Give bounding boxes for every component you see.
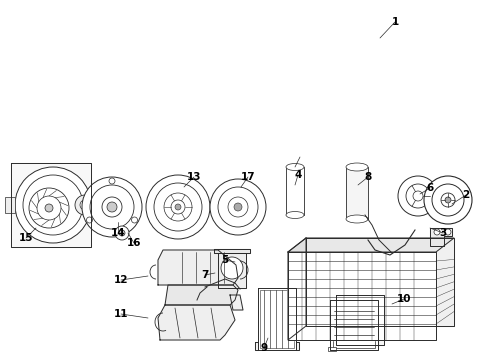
Circle shape: [210, 179, 266, 235]
Circle shape: [45, 204, 53, 212]
Circle shape: [445, 197, 451, 203]
Text: 10: 10: [397, 294, 411, 304]
Polygon shape: [214, 249, 250, 253]
Text: 14: 14: [111, 228, 125, 238]
Bar: [286, 167, 304, 215]
Text: 11: 11: [114, 309, 128, 319]
Text: 5: 5: [221, 255, 229, 265]
Circle shape: [102, 197, 122, 217]
Polygon shape: [288, 238, 454, 252]
Polygon shape: [336, 295, 384, 345]
Ellipse shape: [346, 215, 368, 223]
Circle shape: [406, 184, 430, 208]
Ellipse shape: [346, 163, 368, 171]
Circle shape: [146, 175, 210, 239]
Circle shape: [109, 178, 115, 184]
Circle shape: [221, 257, 243, 279]
Circle shape: [29, 188, 69, 228]
Ellipse shape: [286, 211, 304, 219]
Circle shape: [413, 191, 423, 201]
Polygon shape: [158, 305, 235, 340]
Bar: [5, 197, 15, 213]
Text: 7: 7: [201, 270, 209, 280]
Circle shape: [80, 200, 90, 210]
Bar: [260, 290, 294, 348]
Circle shape: [434, 229, 440, 235]
Polygon shape: [430, 228, 452, 246]
Circle shape: [398, 176, 438, 216]
Circle shape: [90, 185, 134, 229]
Polygon shape: [158, 250, 238, 285]
Circle shape: [171, 200, 185, 214]
Circle shape: [37, 196, 61, 220]
Bar: [346, 167, 368, 219]
Polygon shape: [230, 295, 243, 310]
Circle shape: [228, 197, 248, 217]
Polygon shape: [306, 238, 454, 326]
Text: 1: 1: [392, 17, 399, 27]
Bar: [333, 303, 375, 348]
Circle shape: [75, 195, 95, 215]
Circle shape: [424, 176, 472, 224]
Circle shape: [432, 184, 464, 216]
Polygon shape: [165, 285, 238, 305]
Circle shape: [115, 226, 129, 240]
Polygon shape: [258, 288, 296, 350]
Circle shape: [107, 202, 117, 212]
Polygon shape: [11, 163, 91, 247]
Polygon shape: [218, 253, 246, 288]
Circle shape: [441, 193, 455, 207]
Polygon shape: [330, 300, 378, 350]
Text: 6: 6: [426, 183, 434, 193]
Text: 2: 2: [463, 190, 469, 200]
Circle shape: [23, 175, 83, 235]
Text: 4: 4: [294, 170, 302, 180]
Text: 8: 8: [365, 172, 371, 182]
Polygon shape: [296, 342, 299, 350]
Circle shape: [119, 230, 125, 236]
Text: 9: 9: [261, 343, 268, 353]
Text: 3: 3: [440, 228, 446, 238]
Circle shape: [131, 217, 138, 223]
Bar: [328, 347, 336, 351]
Circle shape: [218, 187, 258, 227]
Circle shape: [86, 217, 93, 223]
Text: 12: 12: [114, 275, 128, 285]
Circle shape: [175, 204, 181, 210]
Circle shape: [445, 229, 451, 235]
Polygon shape: [288, 252, 436, 340]
Circle shape: [164, 193, 192, 221]
Ellipse shape: [286, 163, 304, 171]
Circle shape: [234, 203, 242, 211]
Circle shape: [82, 177, 142, 237]
Text: 17: 17: [241, 172, 255, 182]
Text: 15: 15: [19, 233, 33, 243]
Circle shape: [15, 167, 91, 243]
Polygon shape: [255, 342, 258, 350]
Text: 16: 16: [127, 238, 141, 248]
Text: 13: 13: [187, 172, 201, 182]
Circle shape: [154, 183, 202, 231]
Polygon shape: [288, 238, 306, 340]
